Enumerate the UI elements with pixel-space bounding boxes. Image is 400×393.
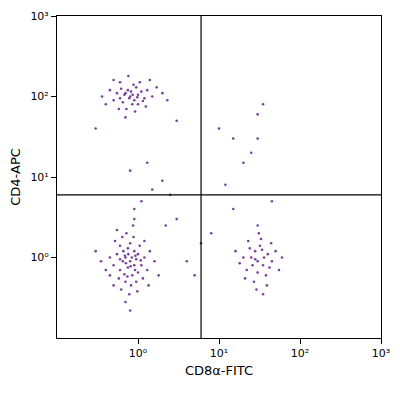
svg-text:10¹: 10¹ bbox=[210, 347, 228, 360]
svg-text:10³: 10³ bbox=[372, 347, 390, 360]
svg-text:10³: 10³ bbox=[30, 10, 48, 23]
svg-text:10⁰: 10⁰ bbox=[129, 347, 148, 360]
svg-text:10¹: 10¹ bbox=[30, 171, 48, 184]
svg-text:CD4-APC: CD4-APC bbox=[8, 148, 23, 206]
svg-text:10²: 10² bbox=[30, 90, 48, 103]
svg-text:10⁰: 10⁰ bbox=[30, 251, 49, 264]
svg-text:10²: 10² bbox=[291, 347, 309, 360]
svg-text:CD8α-FITC: CD8α-FITC bbox=[185, 363, 253, 378]
